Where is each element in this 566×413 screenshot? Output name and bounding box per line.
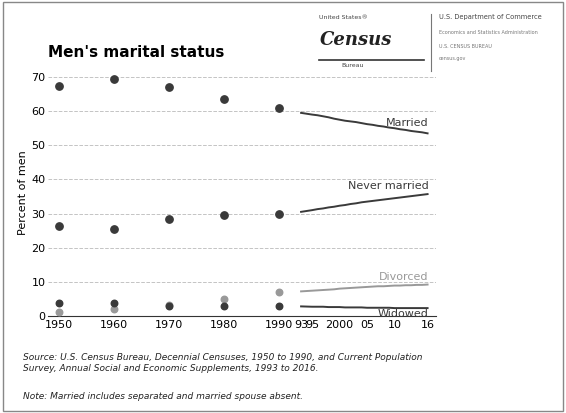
Text: Bureau: Bureau (341, 63, 364, 68)
Point (110, 225, 119, 232)
Point (275, 303, 284, 310)
Point (220, 303, 229, 310)
Text: Census: Census (319, 31, 392, 49)
Text: census.gov: census.gov (439, 57, 466, 62)
Point (165, 302, 174, 309)
Text: U.S. CENSUS BUREAU: U.S. CENSUS BUREAU (439, 44, 491, 49)
Text: U.S. Department of Commerce: U.S. Department of Commerce (439, 14, 542, 19)
Point (165, 84, 174, 90)
Text: Never married: Never married (348, 181, 428, 191)
Text: Widowed: Widowed (378, 309, 428, 319)
Point (54, 309, 63, 315)
Point (110, 76, 119, 82)
Point (54, 222, 63, 229)
Point (110, 300, 119, 306)
Point (220, 96, 229, 102)
Point (275, 289, 284, 295)
Point (110, 306, 119, 312)
Point (275, 104, 284, 111)
Point (165, 302, 174, 309)
Point (54, 300, 63, 306)
Text: United States®: United States® (319, 15, 368, 21)
Text: Divorced: Divorced (379, 272, 428, 282)
Y-axis label: Percent of men: Percent of men (19, 151, 28, 235)
Text: Source: U.S. Census Bureau, Decennial Censuses, 1950 to 1990, and Current Popula: Source: U.S. Census Bureau, Decennial Ce… (23, 353, 422, 373)
Text: Men's marital status: Men's marital status (48, 45, 225, 60)
Point (220, 296, 229, 302)
Point (275, 210, 284, 217)
Text: Economics and Statistics Administration: Economics and Statistics Administration (439, 29, 537, 35)
Text: Married: Married (386, 118, 428, 128)
Text: Note: Married includes separated and married spouse absent.: Note: Married includes separated and mar… (23, 392, 303, 401)
Point (165, 215, 174, 222)
Point (54, 82, 63, 89)
Point (220, 212, 229, 218)
